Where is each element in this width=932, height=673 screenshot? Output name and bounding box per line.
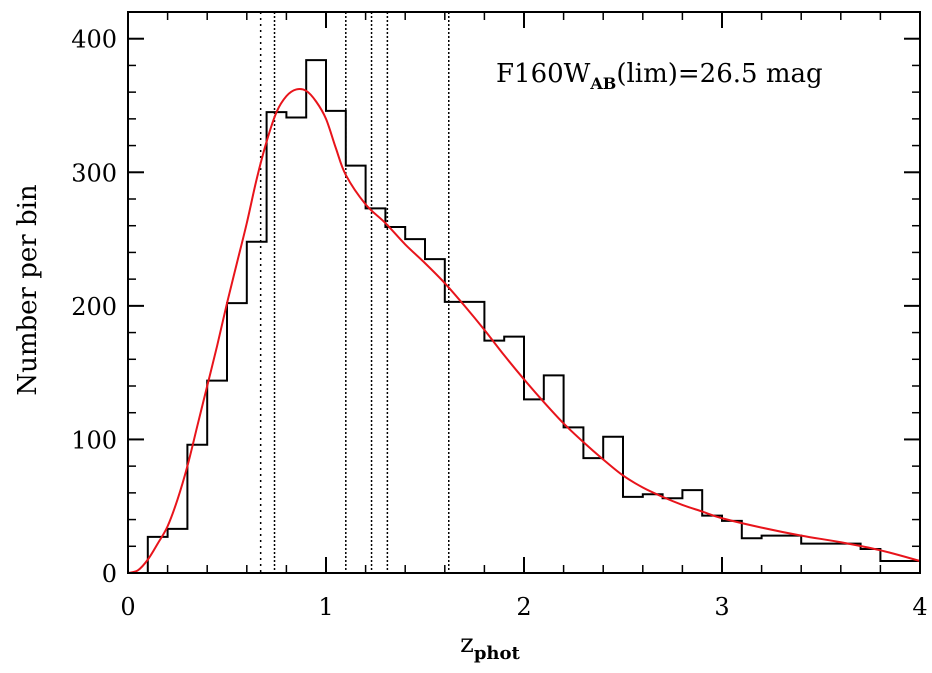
histogram-bin-31 xyxy=(742,538,762,573)
histogram-bin-6 xyxy=(247,242,267,573)
histogram-bin-32 xyxy=(762,536,802,573)
histogram-bin-24 xyxy=(603,437,623,573)
y-tick-label: 200 xyxy=(71,293,117,321)
histogram-bin-10 xyxy=(326,111,346,573)
vertical-marker-lines xyxy=(259,12,450,573)
annotation-value: (lim)=26.5 mag xyxy=(616,59,822,89)
histogram-bin-34 xyxy=(861,549,881,573)
histogram-bin-29 xyxy=(702,516,722,573)
histogram-bin-7 xyxy=(267,112,287,573)
histogram-bin-11 xyxy=(346,166,366,573)
x-axis-title-main: z xyxy=(460,629,474,659)
x-axis-title-subscript: phot xyxy=(474,643,521,664)
histogram-bin-12 xyxy=(366,208,386,573)
x-tick-label: 0 xyxy=(120,593,135,621)
y-axis-title: Number per bin xyxy=(13,184,43,396)
histogram-bin-9 xyxy=(306,60,326,573)
histogram-bin-8 xyxy=(286,118,306,573)
annotation-filter: F160W xyxy=(496,59,591,89)
histogram-outline xyxy=(146,59,920,573)
axis-ticks: 0 1 2 3 4 0 100 200 300 400 xyxy=(71,11,928,621)
histogram-bin-18 xyxy=(484,341,504,573)
histogram-bin-27 xyxy=(663,498,683,573)
histogram-bin-5 xyxy=(227,303,247,573)
histogram-bin-19 xyxy=(504,337,524,573)
smooth-fit-series xyxy=(127,87,921,574)
histogram-bin-17 xyxy=(465,302,485,573)
histogram-bin-36 xyxy=(900,561,920,573)
histogram-bin-33 xyxy=(801,544,860,573)
histogram-bin-23 xyxy=(583,458,603,573)
fit-curve-1 xyxy=(127,87,921,574)
histogram-bin-15 xyxy=(425,259,445,573)
histogram-bin-2 xyxy=(168,529,188,573)
histogram-bin-4 xyxy=(207,381,227,573)
histogram-bin-28 xyxy=(682,490,702,573)
x-axis-title: zphot xyxy=(460,629,520,664)
y-tick-label: 100 xyxy=(71,426,117,454)
x-tick-label: 3 xyxy=(714,593,729,621)
histogram-bin-30 xyxy=(722,521,742,573)
histogram-bin-13 xyxy=(385,227,405,573)
y-tick-label: 400 xyxy=(71,26,117,54)
y-tick-label: 0 xyxy=(102,560,117,588)
histogram-bin-20 xyxy=(524,399,544,573)
histogram-bin-16 xyxy=(445,302,465,573)
y-tick-label: 300 xyxy=(71,159,117,187)
histogram-bin-26 xyxy=(643,494,663,573)
histogram-bin-25 xyxy=(623,497,643,573)
x-tick-label: 4 xyxy=(912,593,927,621)
x-tick-label: 1 xyxy=(318,593,333,621)
histogram-bin-35 xyxy=(880,561,900,573)
histogram-bin-14 xyxy=(405,239,425,573)
annotation-subscript: AB xyxy=(589,74,616,93)
histogram-bin-22 xyxy=(564,427,584,573)
magnitude-limit-annotation: F160WAB(lim)=26.5 mag xyxy=(496,59,823,93)
histogram-series xyxy=(146,59,920,573)
histogram-bin-3 xyxy=(187,445,207,573)
x-tick-label: 2 xyxy=(516,593,531,621)
